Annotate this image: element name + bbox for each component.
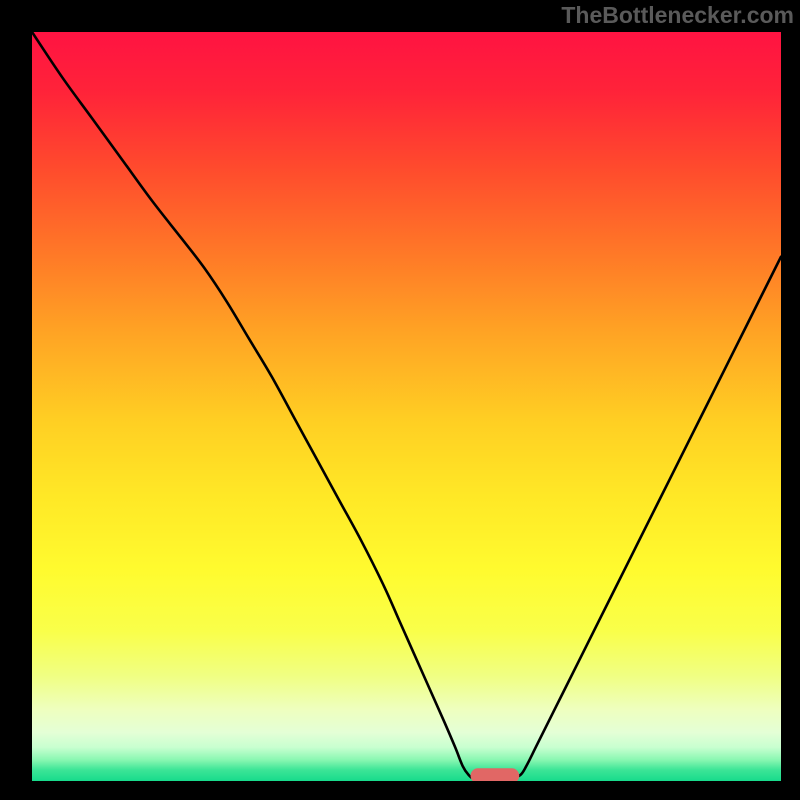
watermark-text: TheBottlenecker.com (561, 2, 794, 29)
chart-frame: TheBottlenecker.com (0, 0, 800, 800)
chart-svg (32, 32, 781, 781)
chart-plot-area (32, 32, 781, 781)
optimal-marker (471, 768, 520, 781)
gradient-background (32, 32, 781, 781)
